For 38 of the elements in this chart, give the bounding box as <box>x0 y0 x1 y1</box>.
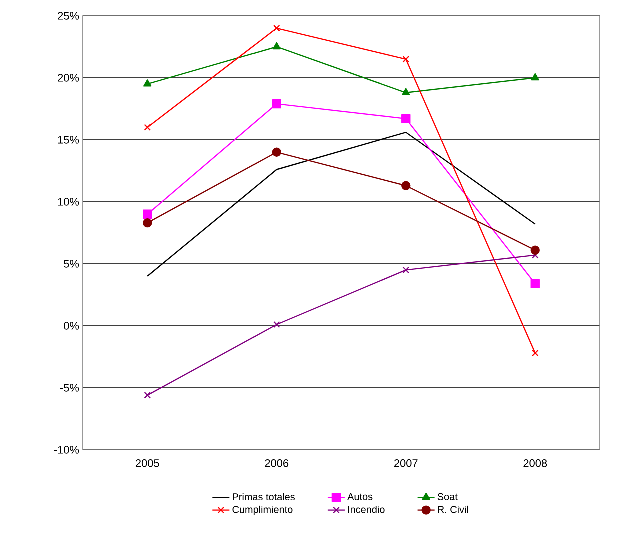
y-tick-label: 20% <box>58 74 80 82</box>
y-tick-label: 15% <box>58 136 80 144</box>
point <box>143 210 152 219</box>
y-tick-label: 10% <box>58 198 80 206</box>
legend-label: Cumplimiento <box>232 506 293 516</box>
y-tick-label: 0% <box>64 322 80 330</box>
x-tick-label: 2008 <box>524 460 548 468</box>
point <box>272 42 281 50</box>
point <box>532 350 539 357</box>
line-series <box>147 132 536 277</box>
point <box>402 181 411 190</box>
x-tick-label: 2007 <box>394 460 418 468</box>
y-tick-label: -5% <box>60 384 80 392</box>
point <box>402 114 411 124</box>
x-tick-label: 2005 <box>136 460 160 468</box>
point <box>402 56 410 63</box>
point <box>273 24 280 32</box>
point <box>273 321 280 328</box>
point <box>531 73 540 81</box>
point <box>530 246 540 255</box>
legend-label: R. Civil <box>438 506 468 514</box>
legend-label: Primas totales <box>233 493 295 501</box>
point <box>530 279 540 288</box>
point <box>402 266 410 274</box>
point <box>272 99 282 109</box>
x-tick-label: 2006 <box>265 460 289 468</box>
point <box>144 80 152 87</box>
point <box>144 392 152 399</box>
point <box>143 218 152 228</box>
y-tick-label: 25% <box>58 12 80 20</box>
y-tick-label: 5% <box>64 260 80 268</box>
legend-label: Autos <box>348 493 373 500</box>
legend-label: Soat <box>438 493 458 500</box>
point <box>272 148 282 157</box>
point <box>402 88 410 96</box>
point <box>144 124 152 132</box>
legend-label: Incendio <box>348 506 385 514</box>
y-tick-label: -10% <box>54 446 80 454</box>
